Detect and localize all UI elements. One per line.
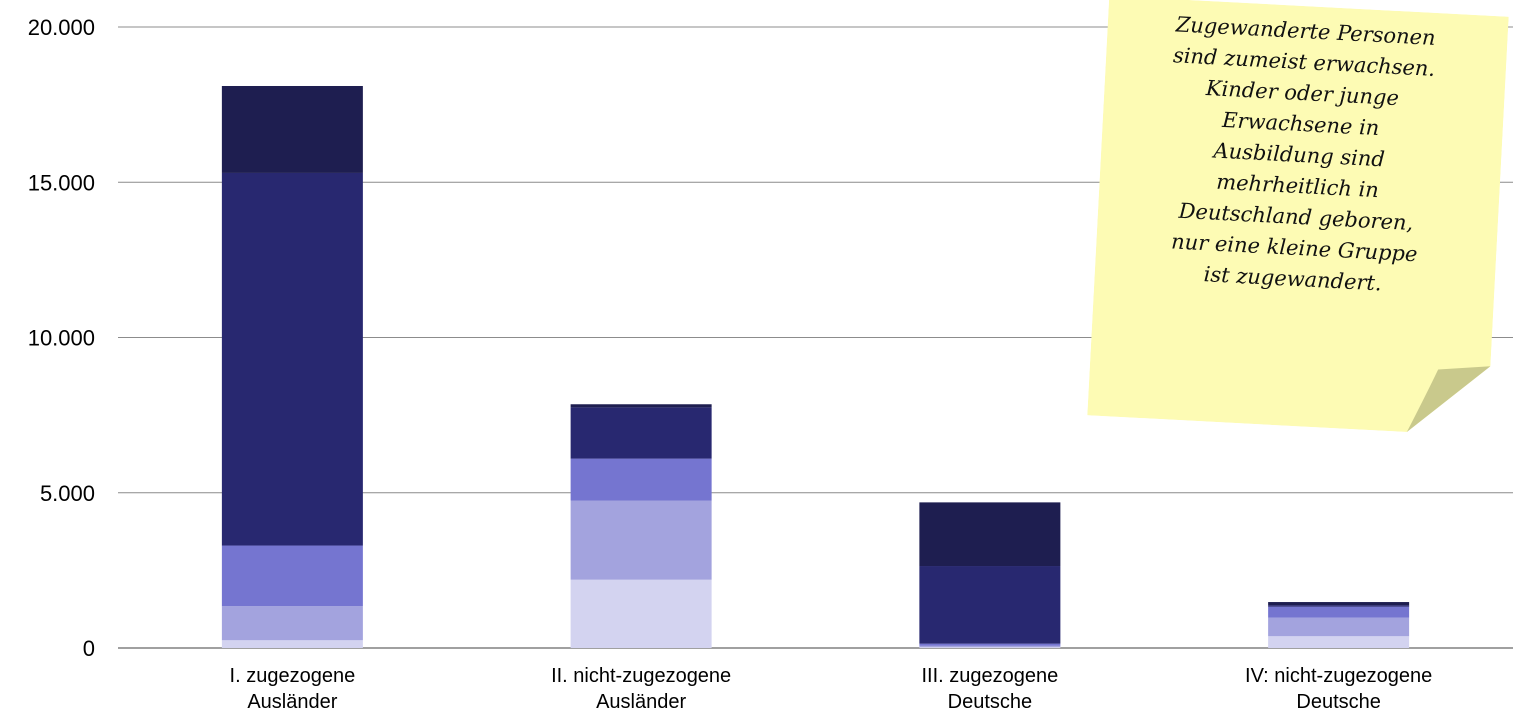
bar-segment xyxy=(1268,605,1410,607)
bar-segment xyxy=(919,643,1061,646)
bar-segment xyxy=(221,545,363,607)
bar-segment xyxy=(221,172,363,546)
x-tick-label: Ausländer xyxy=(596,691,686,713)
y-tick-label: 5.000 xyxy=(40,481,95,506)
bar-segment xyxy=(570,458,712,501)
bar-segment xyxy=(1268,617,1410,637)
bar-segment xyxy=(570,579,712,648)
sticky-note: Zugewanderte Personen sind zumeist erwac… xyxy=(1087,0,1509,436)
y-tick-label: 10.000 xyxy=(28,326,95,351)
bar-segment xyxy=(919,645,1061,648)
y-tick-label: 20.000 xyxy=(28,15,95,40)
sticky-note-paper xyxy=(1087,0,1509,432)
bars xyxy=(221,85,1410,648)
bar-segment xyxy=(919,647,1061,648)
x-tick-label: Deutsche xyxy=(1296,691,1381,713)
bar-segment xyxy=(570,500,712,580)
x-tick-label: III. zugezogene xyxy=(921,665,1058,687)
bar-segment xyxy=(1268,636,1410,648)
x-tick-label: Deutsche xyxy=(948,691,1033,713)
bar-segment xyxy=(221,606,363,641)
sticky-note-shape xyxy=(1087,0,1509,432)
y-axis-labels: 0 5.000 10.000 15.000 20.000 xyxy=(28,15,95,661)
bar-segment xyxy=(919,566,1061,644)
x-tick-label: II. nicht-zugezogene xyxy=(551,665,731,687)
bar-segment xyxy=(1268,602,1410,606)
x-tick-label: IV: nicht-zugezogene xyxy=(1245,665,1432,687)
x-tick-label: Ausländer xyxy=(247,691,337,713)
x-axis-labels: I. zugezogene Ausländer II. nicht-zugezoge… xyxy=(230,665,1433,713)
x-tick-label: I. zugezogene xyxy=(230,665,356,687)
y-tick-label: 0 xyxy=(83,636,95,661)
bar-segment xyxy=(919,502,1061,567)
y-tick-label: 15.000 xyxy=(28,170,95,195)
bar-segment xyxy=(570,404,712,408)
bar-segment xyxy=(221,640,363,648)
bar-segment xyxy=(221,85,363,173)
bar-segment xyxy=(1268,606,1410,618)
bar-segment xyxy=(570,407,712,459)
sticky-note-text: Zugewanderte Personen sind zumeist erwac… xyxy=(1122,7,1476,303)
